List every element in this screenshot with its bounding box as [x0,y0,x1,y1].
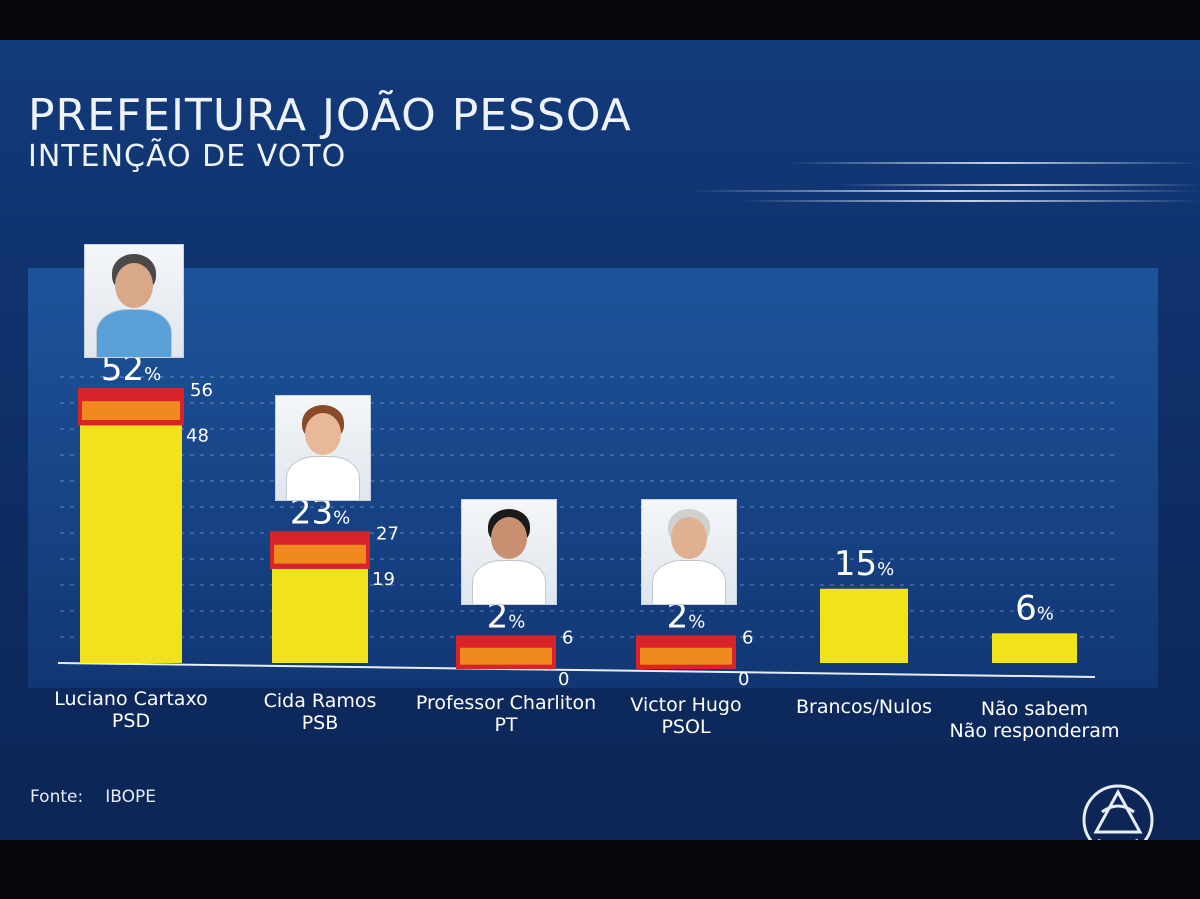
error-upper-label: 56 [190,380,213,401]
error-lower-label: 19 [372,569,395,590]
category-label: Cida Ramos [264,690,377,712]
photo-face [115,262,153,308]
title-block: PREFEITURA JOÃO PESSOA INTENÇÃO DE VOTO [28,92,632,174]
bar-group: 15% Brancos/Nulos [796,544,932,718]
margin-of-error-inner [274,544,366,564]
value-label: 2% [667,596,706,636]
candidate-photo [461,499,557,606]
error-lower-label: 48 [186,425,209,446]
category-label: PT [494,714,517,736]
candidate-photo [84,243,184,358]
photo-face [305,412,341,455]
photo-shirt [287,456,359,501]
category-label: Professor Charliton [416,692,596,714]
candidate-photo [641,499,737,606]
decorative-streak [740,200,1200,202]
category-label: PSB [302,712,339,734]
value-label: 6% [1015,588,1054,628]
chart-title: PREFEITURA JOÃO PESSOA [28,90,632,141]
broadcaster-logo-icon [1082,784,1154,840]
photo-shirt [653,560,725,605]
decorative-streak [840,184,1200,186]
candidate-photo [275,395,371,502]
error-upper-label: 6 [562,627,573,648]
photo-shirt [473,560,545,605]
photo-face [491,516,527,559]
category-label: Não sabem [981,698,1088,720]
error-lower-label: 0 [558,669,569,690]
photo-shirt [96,309,172,357]
bar [992,633,1077,663]
bar [80,405,182,663]
bar [820,588,908,663]
error-upper-label: 27 [376,523,399,544]
category-label: Não responderam [950,720,1120,742]
margin-of-error-inner [82,401,180,420]
category-label: Luciano Cartaxo [54,688,207,710]
value-label: 2% [487,596,526,636]
decorative-streak [790,162,1200,164]
photo-face [671,516,707,559]
error-upper-label: 6 [742,627,753,648]
source-label: Fonte: [30,787,84,807]
source-value: IBOPE [105,787,156,807]
margin-of-error-inner [460,647,552,665]
tv-screen: PREFEITURA JOÃO PESSOA INTENÇÃO DE VOTO … [0,40,1200,840]
error-lower-label: 0 [738,669,749,690]
source-line: Fonte: IBOPE [30,787,156,807]
category-label: Victor Hugo [630,694,741,716]
value-label: 15% [834,544,894,584]
decorative-streak [690,190,1200,192]
category-label: PSOL [661,716,710,738]
chart-panel [28,268,1158,688]
category-label: PSD [112,710,150,732]
chart-subtitle: INTENÇÃO DE VOTO [28,139,347,174]
margin-of-error-inner [640,647,732,665]
category-label: Brancos/Nulos [796,696,932,718]
x-axis-baseline [57,662,1096,678]
